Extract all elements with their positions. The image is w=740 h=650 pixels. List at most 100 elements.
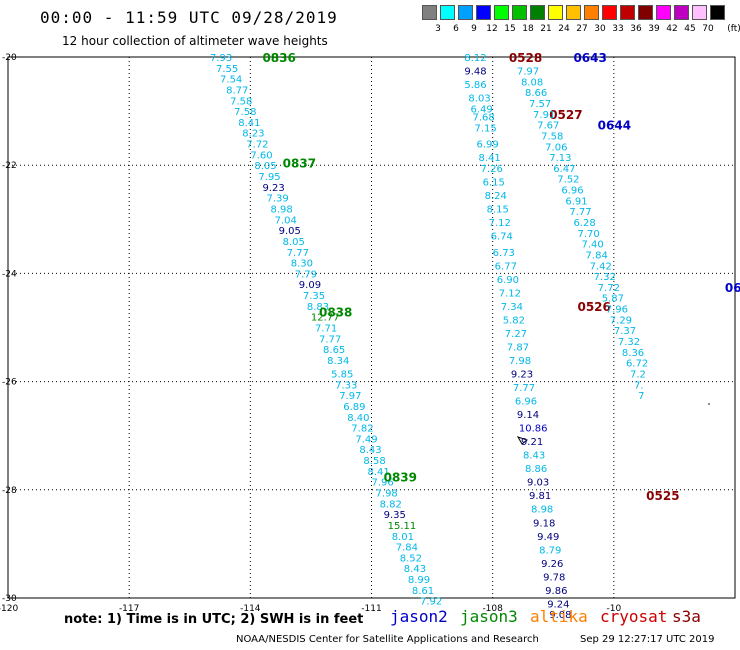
- pass-time-label: 0525: [646, 489, 679, 503]
- wave-height-value: 7.84: [586, 250, 608, 261]
- legend-swatch: [440, 5, 455, 20]
- wave-height-value: 7.57: [529, 99, 551, 110]
- legend-swatch: [710, 5, 725, 20]
- wave-height-value: 8.66: [525, 88, 547, 99]
- wave-height-value: 5.85: [331, 369, 353, 380]
- wave-height-value: 7.32: [618, 337, 640, 348]
- wave-height-value: 9.05: [279, 226, 301, 237]
- wave-height-value: 7.77: [287, 248, 309, 259]
- wave-height-value: 6.73: [493, 248, 515, 259]
- wave-height-value: 7.96: [606, 305, 628, 316]
- legend-label: 36: [630, 24, 642, 34]
- wave-height-value: 7.71: [315, 324, 337, 335]
- wave-height-value: 6.15: [483, 177, 505, 188]
- legend-swatch: [548, 5, 563, 20]
- wave-height-value: 7.54: [220, 75, 242, 86]
- wave-height-value: 7.32: [594, 272, 616, 283]
- wave-height-value: 7.77: [513, 383, 535, 394]
- wave-height-value: 8.08: [521, 77, 543, 88]
- wave-height-value: 7.87: [507, 342, 529, 353]
- wave-height-value: 7.49: [355, 434, 377, 445]
- wave-height-value: 9.35: [384, 510, 406, 521]
- lat-tick-label: -26: [2, 378, 17, 388]
- wave-height-value: 9.09: [299, 280, 321, 291]
- wave-height-value: 7.98: [376, 489, 398, 500]
- pass-time-label: 0836: [262, 51, 295, 65]
- island-dot-icon: [708, 403, 710, 405]
- wave-height-value: 7.58: [230, 96, 252, 107]
- pass-time-label: 0837: [283, 156, 316, 170]
- wave-height-value: 9.48: [464, 67, 486, 78]
- wave-height-value: 5.87: [602, 294, 624, 305]
- wave-height-value: 8.43: [523, 451, 545, 462]
- wave-height-value: 7.97: [517, 67, 539, 78]
- pass-time-label: 0528: [509, 51, 542, 65]
- chart-subtitle: 12 hour collection of altimeter wave hei…: [62, 34, 328, 48]
- legend-swatch: [692, 5, 707, 20]
- pass-time-label: 0838: [319, 305, 352, 319]
- wave-height-value: 7: [638, 391, 644, 402]
- legend-unit: (ft): [727, 24, 740, 34]
- wave-height-value: 9.86: [545, 586, 567, 597]
- legend-swatch: [620, 5, 635, 20]
- legend-label: 42: [666, 24, 678, 34]
- pass-time-label: 0526: [577, 300, 610, 314]
- wave-height-value: 8.15: [487, 204, 509, 215]
- wave-height-value: 7.77: [569, 207, 591, 218]
- wave-height-value: 7.79: [295, 269, 317, 280]
- legend-label: 18: [522, 24, 534, 34]
- lat-tick-label: -22: [2, 161, 17, 171]
- wave-height-value: 9.49: [537, 532, 559, 543]
- wave-height-value: 7.92: [420, 597, 442, 608]
- wave-height-value: 9.03: [527, 478, 549, 489]
- wave-height-value: 7.40: [582, 240, 604, 251]
- lat-tick-label: -24: [2, 269, 17, 279]
- legend-label: 33: [612, 24, 624, 34]
- wave-height-value: 7.: [634, 380, 644, 391]
- satellite-label-s3a: s3a: [672, 607, 701, 626]
- pass-time-label: 0644: [598, 119, 631, 133]
- wave-height-value: 9.26: [541, 559, 563, 570]
- wave-height-value: 7.37: [614, 326, 636, 337]
- wave-height-value: 6.74: [491, 232, 513, 243]
- wave-height-value: 10.86: [519, 424, 548, 435]
- wave-height-value: 7.97: [339, 391, 361, 402]
- wave-height-value: 6.47: [553, 164, 575, 175]
- wave-height-value: 6.96: [515, 397, 537, 408]
- wave-height-value: 8.86: [525, 464, 547, 475]
- legend-swatch: [674, 5, 689, 20]
- lon-tick-label: -120: [0, 604, 18, 614]
- wave-height-value: 9.18: [533, 518, 555, 529]
- wave-height-value: 7.55: [216, 64, 238, 75]
- wave-height-value: 7.29: [610, 315, 632, 326]
- wave-height-value: 12.77: [311, 313, 340, 324]
- wave-height-value: 7.98: [509, 356, 531, 367]
- wave-height-value: 7.67: [537, 121, 559, 132]
- satellite-label-cryosat: cryosat: [600, 607, 668, 626]
- wave-height-value: 8.52: [400, 553, 422, 564]
- island-icon: [516, 436, 529, 445]
- wave-height-value: 8.65: [323, 345, 345, 356]
- wave-height-value: 7.72: [246, 140, 268, 151]
- wave-height-value: 8.30: [291, 259, 313, 270]
- wave-height-value: 7.06: [545, 142, 567, 153]
- wave-height-value: 7.04: [275, 215, 297, 226]
- lon-tick-label: -108: [482, 604, 503, 614]
- wave-height-value: 9.14: [517, 410, 539, 421]
- wave-height-value: 7.93: [210, 53, 232, 64]
- wave-height-value: 15.11: [388, 521, 417, 532]
- wave-height-value: 8.05: [283, 237, 305, 248]
- wave-height-value: 7.12: [489, 218, 511, 229]
- wave-height-value: 8.05: [254, 161, 276, 172]
- wave-height-value: 7.52: [557, 175, 579, 186]
- lat-tick-label: -30: [2, 594, 17, 604]
- wave-height-value: 9.21: [521, 437, 543, 448]
- wave-height-value: 6.99: [477, 140, 499, 151]
- legend-label: 3: [435, 24, 441, 34]
- legend-label: 12: [486, 24, 498, 34]
- legend-label: 70: [702, 24, 714, 34]
- wave-height-value: 9.24: [547, 599, 569, 610]
- wave-height-value: 8.23: [242, 129, 264, 140]
- wave-height-value: 7.82: [351, 424, 373, 435]
